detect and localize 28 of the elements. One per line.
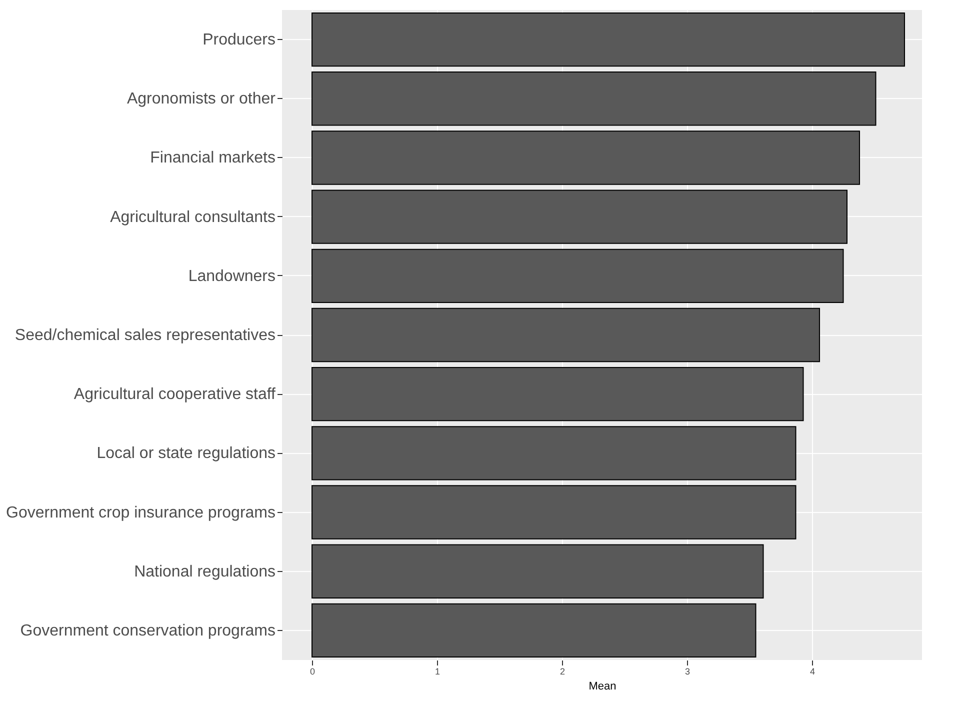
y-tick-label: Agronomists or other [126,90,276,108]
bar [312,603,756,658]
bar [312,544,764,598]
x-tick-label: 2 [560,666,566,676]
bar [312,72,876,126]
y-tick-label: Producers [202,32,276,49]
x-tick-label: 1 [434,666,440,676]
bar [312,12,905,67]
x-tick-label: 4 [810,666,816,676]
bar [312,367,804,422]
bar [312,130,860,185]
y-tick-label: Local or state regulations [96,445,276,462]
y-tick-label: Agricultural consultants [110,208,276,226]
bar [312,190,848,244]
bar [312,485,796,540]
x-tick-label: 3 [684,666,690,676]
y-tick-label: National regulations [134,563,276,580]
y-tick-label: Landowners [188,268,276,285]
y-tick-label: Government crop insurance programs [6,504,276,522]
bar [312,426,796,480]
y-tick-label: Government conservation programs [20,622,276,640]
y-tick-label: Agricultural cooperative staff [74,386,276,404]
x-tick-label: 0 [310,666,316,676]
y-tick-label: Financial markets [150,150,276,167]
bar [312,248,844,303]
bar [312,308,820,362]
y-tick-label: Seed/chemical sales representatives [14,327,276,344]
x-axis-title: Mean [588,680,616,692]
